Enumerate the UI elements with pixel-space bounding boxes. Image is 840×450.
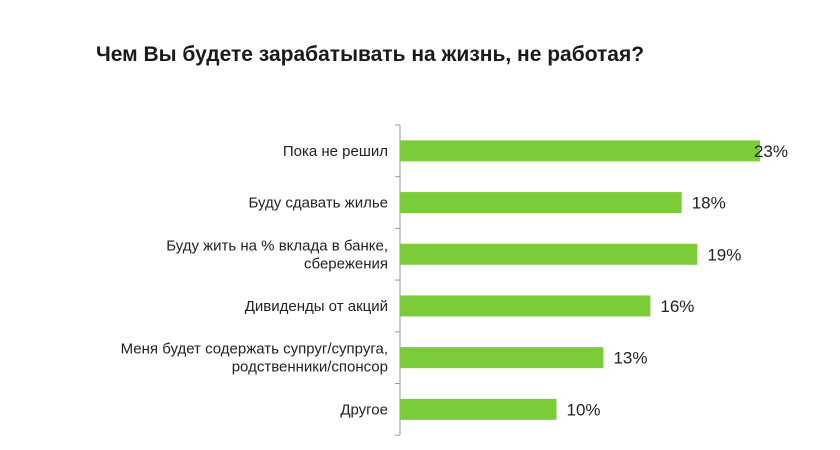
category-label: Пока не решил xyxy=(283,143,388,160)
category-label: Дивиденды от акций xyxy=(245,298,388,315)
category-label: Другое xyxy=(340,401,388,418)
bar xyxy=(400,192,682,214)
category-label: Буду сдавать жилье xyxy=(248,195,388,212)
data-label: 10% xyxy=(567,400,601,419)
bar xyxy=(400,347,604,369)
category-label: родственники/спонсор xyxy=(232,359,388,376)
bar xyxy=(400,243,698,265)
bar xyxy=(400,295,651,317)
chart-title: Чем Вы будете зарабатывать на жизнь, не … xyxy=(95,43,645,66)
data-label: 23% xyxy=(754,142,788,161)
category-label: Буду жить на % вклада в банке, xyxy=(166,237,388,254)
category-label: Меня будет содержать супруг/супруга, xyxy=(121,341,388,358)
category-label: сбережения xyxy=(304,255,388,272)
bar xyxy=(400,398,557,420)
bar xyxy=(400,140,760,162)
data-label: 16% xyxy=(660,297,694,316)
data-label: 19% xyxy=(707,245,741,264)
data-label: 18% xyxy=(692,194,726,213)
data-label: 13% xyxy=(613,349,647,368)
